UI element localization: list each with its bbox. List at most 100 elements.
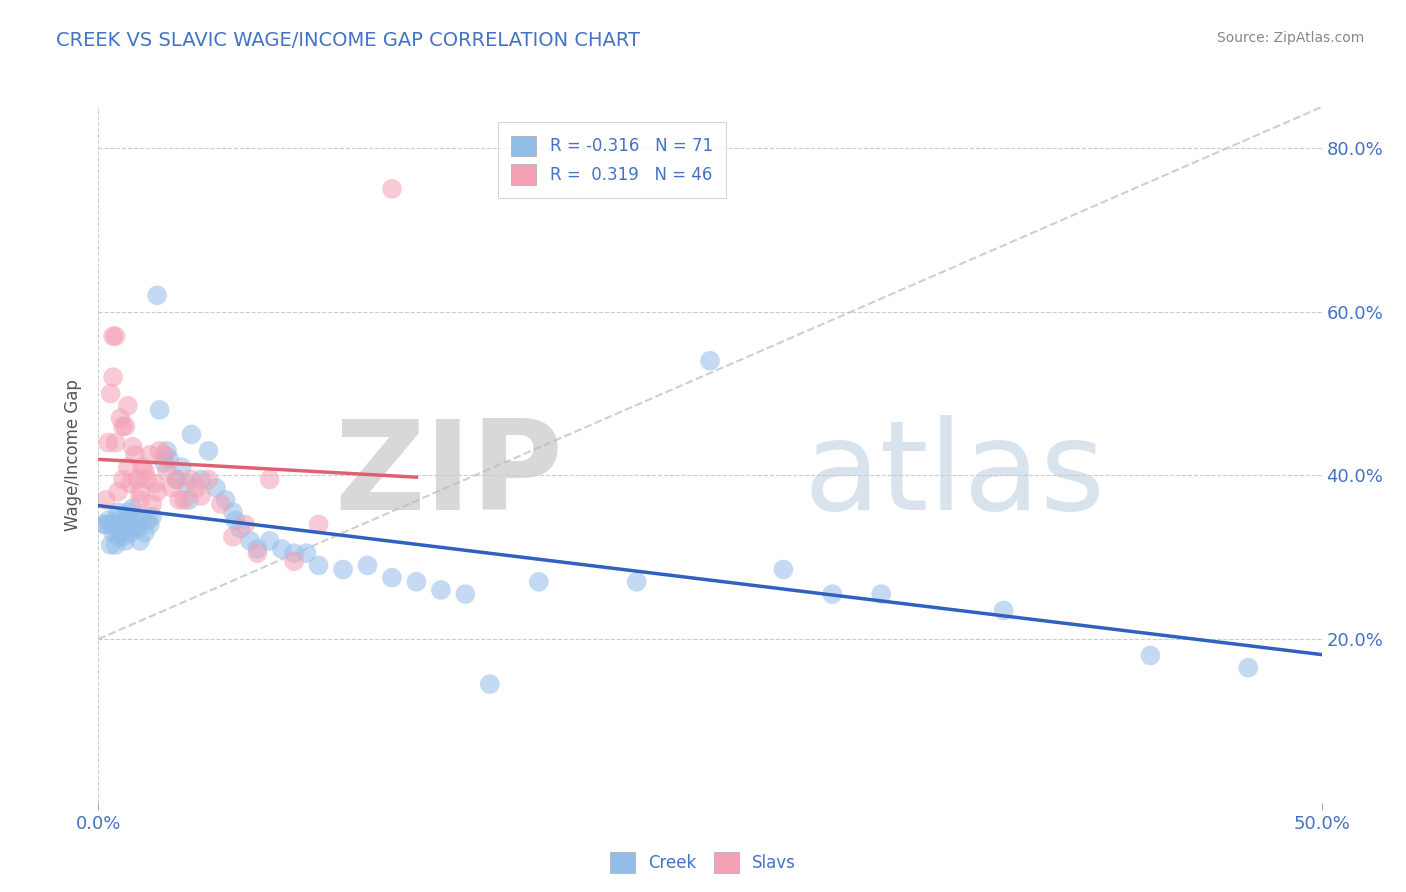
Text: Source: ZipAtlas.com: Source: ZipAtlas.com xyxy=(1216,31,1364,45)
Point xyxy=(454,587,477,601)
Point xyxy=(214,492,236,507)
Point xyxy=(101,525,124,540)
Point xyxy=(111,473,134,487)
Point xyxy=(222,530,245,544)
Point xyxy=(699,353,721,368)
Point xyxy=(127,473,149,487)
Point xyxy=(129,484,152,499)
Point xyxy=(308,517,330,532)
Point xyxy=(97,513,120,527)
Point xyxy=(120,513,142,527)
Point xyxy=(1139,648,1161,663)
Point xyxy=(97,435,120,450)
Point xyxy=(146,484,169,499)
Point xyxy=(121,522,143,536)
Point xyxy=(101,517,124,532)
Text: CREEK VS SLAVIC WAGE/INCOME GAP CORRELATION CHART: CREEK VS SLAVIC WAGE/INCOME GAP CORRELAT… xyxy=(56,31,640,50)
Point xyxy=(772,562,794,576)
Point xyxy=(127,522,149,536)
Point xyxy=(111,517,134,532)
Point xyxy=(405,574,427,589)
Point xyxy=(153,448,176,462)
Point xyxy=(270,542,294,557)
Point xyxy=(121,440,143,454)
Point xyxy=(821,587,844,601)
Point xyxy=(136,513,159,527)
Legend: Creek, Slavs: Creek, Slavs xyxy=(603,846,803,880)
Point xyxy=(101,370,124,384)
Point xyxy=(134,525,156,540)
Point xyxy=(222,505,245,519)
Point xyxy=(104,329,127,343)
Point xyxy=(527,574,550,589)
Point xyxy=(190,473,212,487)
Point xyxy=(149,403,172,417)
Point xyxy=(180,427,202,442)
Point xyxy=(209,497,232,511)
Point xyxy=(107,484,129,499)
Point xyxy=(149,443,172,458)
Point xyxy=(173,492,195,507)
Point xyxy=(104,513,127,527)
Point xyxy=(136,473,159,487)
Point xyxy=(381,182,404,196)
Point xyxy=(139,448,162,462)
Point xyxy=(308,558,330,573)
Point xyxy=(160,481,183,495)
Point xyxy=(104,435,127,450)
Point xyxy=(110,411,132,425)
Point xyxy=(141,509,163,524)
Text: ZIP: ZIP xyxy=(335,416,564,536)
Point xyxy=(110,525,132,540)
Point xyxy=(131,460,153,475)
Point xyxy=(177,492,200,507)
Point xyxy=(156,443,179,458)
Point xyxy=(114,533,136,548)
Point xyxy=(100,386,122,401)
Point xyxy=(626,574,648,589)
Point xyxy=(197,443,219,458)
Point xyxy=(295,546,318,560)
Point xyxy=(117,460,139,475)
Point xyxy=(114,419,136,434)
Y-axis label: Wage/Income Gap: Wage/Income Gap xyxy=(65,379,83,531)
Point xyxy=(94,492,117,507)
Point xyxy=(332,562,354,576)
Point xyxy=(1237,661,1260,675)
Point xyxy=(120,476,142,491)
Point xyxy=(100,517,122,532)
Point xyxy=(107,505,129,519)
Point xyxy=(993,603,1015,617)
Point xyxy=(167,492,190,507)
Point xyxy=(870,587,893,601)
Point xyxy=(233,517,256,532)
Point xyxy=(170,460,193,475)
Point xyxy=(139,517,162,532)
Point xyxy=(129,492,152,507)
Point xyxy=(156,464,179,478)
Point xyxy=(141,497,163,511)
Point xyxy=(239,533,262,548)
Point xyxy=(143,476,166,491)
Point xyxy=(259,473,281,487)
Point xyxy=(129,533,152,548)
Point xyxy=(283,554,305,568)
Point xyxy=(120,525,142,540)
Point xyxy=(153,456,176,470)
Point xyxy=(124,448,146,462)
Point xyxy=(111,530,134,544)
Point xyxy=(356,558,378,573)
Point xyxy=(131,513,153,527)
Point xyxy=(107,530,129,544)
Text: atlas: atlas xyxy=(804,416,1105,536)
Point xyxy=(101,329,124,343)
Point xyxy=(166,473,188,487)
Point xyxy=(430,582,453,597)
Point xyxy=(176,476,198,491)
Point xyxy=(381,571,404,585)
Point xyxy=(121,501,143,516)
Point xyxy=(259,533,281,548)
Point xyxy=(117,517,139,532)
Point xyxy=(146,288,169,302)
Point xyxy=(134,464,156,478)
